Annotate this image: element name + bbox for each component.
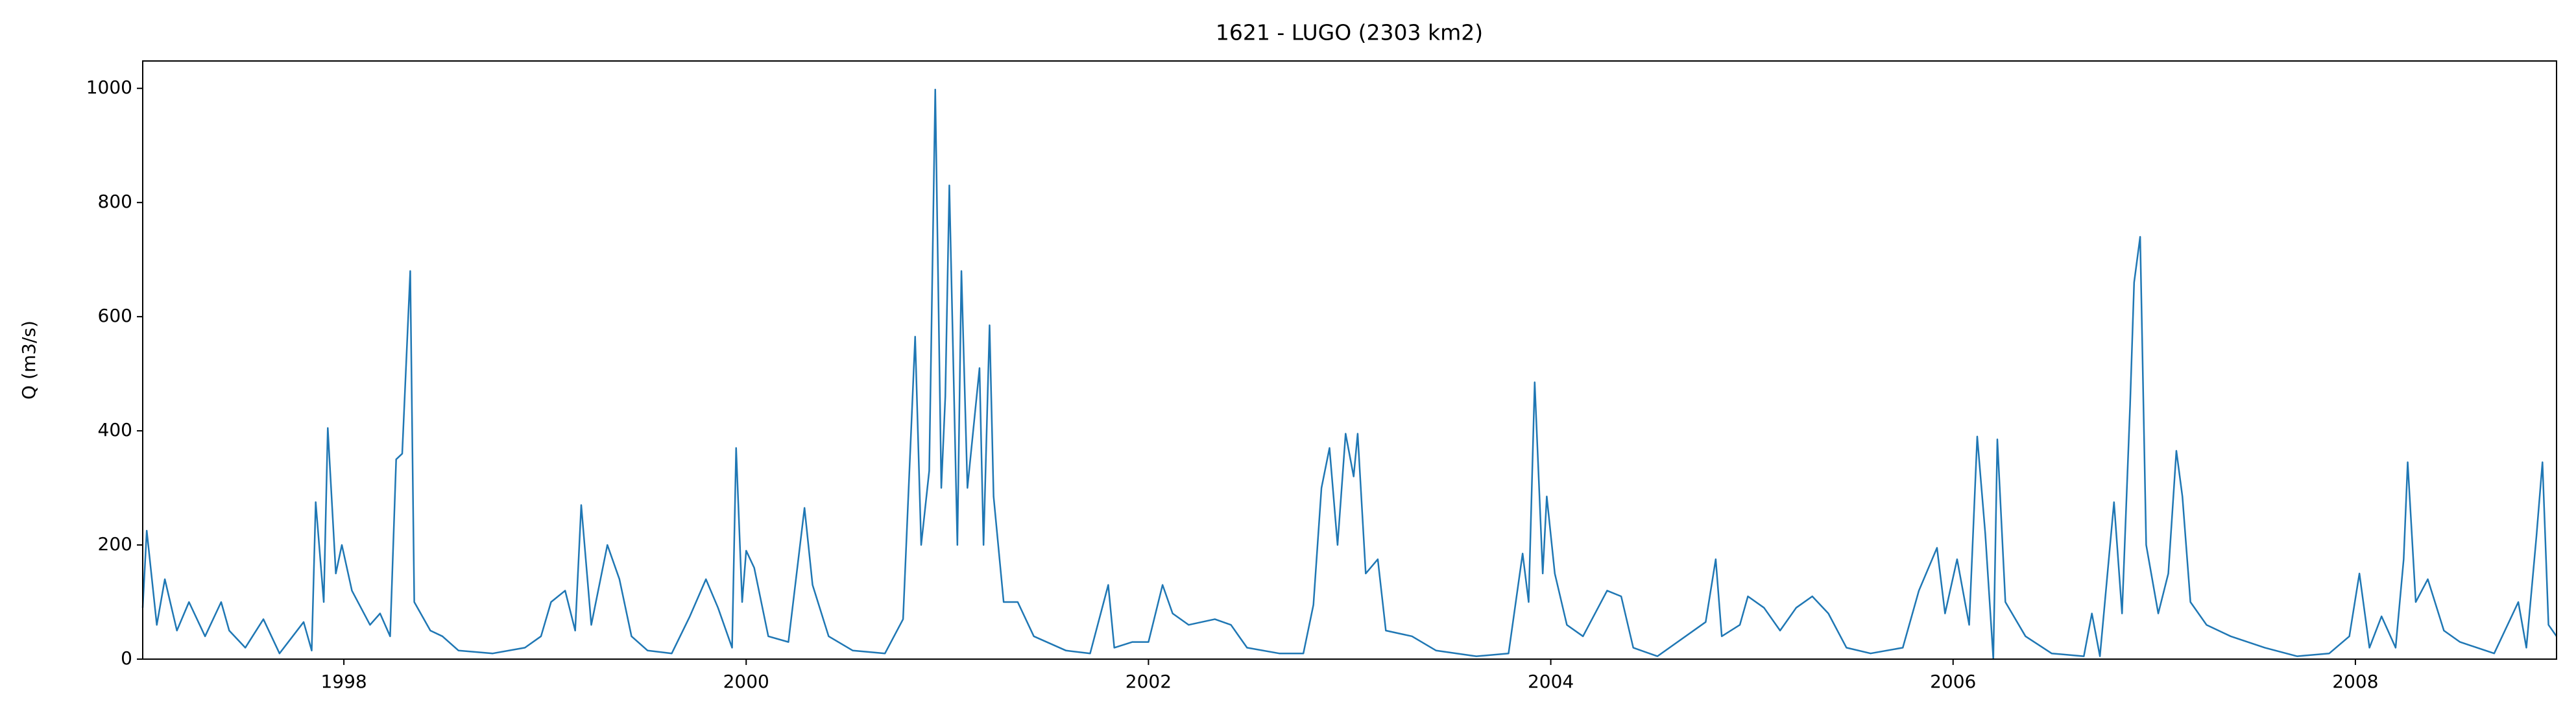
x-tick-label: 1998	[320, 671, 367, 692]
y-tick-label: 0	[121, 647, 132, 669]
y-axis-label: Q (m3/s)	[18, 320, 40, 400]
plot-frame	[142, 60, 2557, 660]
x-tick-label: 2000	[723, 671, 769, 692]
flow-line	[141, 88, 2558, 660]
y-tick-label: 600	[98, 305, 132, 326]
chart-title: 1621 - LUGO (2303 km2)	[1216, 20, 1483, 45]
y-tick-label: 1000	[86, 77, 132, 98]
x-tick-label: 2002	[1125, 671, 1172, 692]
y-tick-label: 800	[98, 191, 132, 212]
x-tick-label: 2008	[2332, 671, 2378, 692]
y-tick-label: 400	[98, 419, 132, 440]
x-tick-label: 2004	[1528, 671, 1574, 692]
x-tick-label: 2006	[1930, 671, 1976, 692]
y-tick-label: 200	[98, 533, 132, 555]
